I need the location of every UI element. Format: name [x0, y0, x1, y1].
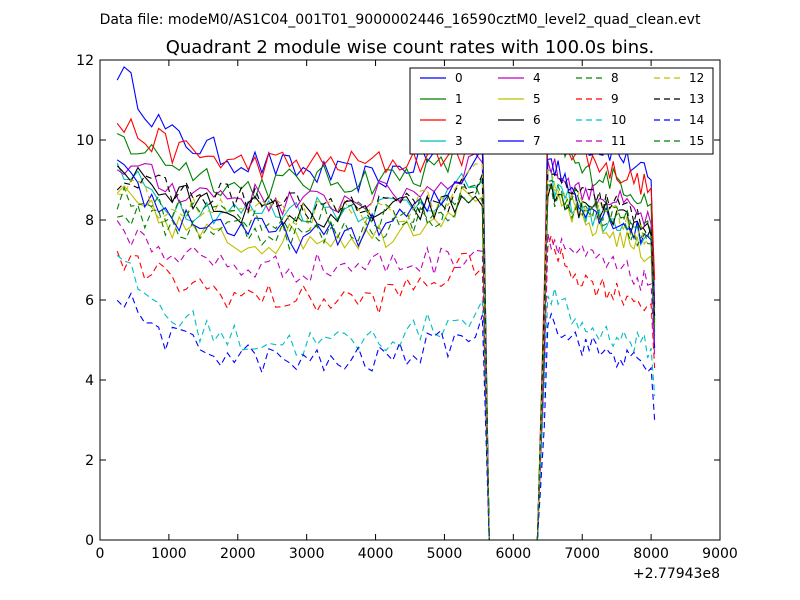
y-tick-label: 6	[85, 293, 94, 309]
x-tick-label: 2000	[220, 546, 256, 562]
x-offset-label: +2.77943e8	[633, 566, 720, 582]
series-group	[116, 66, 656, 540]
x-tick-label: 8000	[633, 546, 669, 562]
axis-ticks: 0 1000 2000 3000 4000 5000 6000 7000 8000 9000 0 2 4…	[76, 53, 738, 562]
legend-label-3: 3	[455, 134, 463, 148]
y-tick-label: 4	[85, 373, 94, 389]
legend-box	[409, 67, 714, 155]
y-tick-label: 8	[85, 213, 94, 229]
legend-label-7: 7	[533, 134, 541, 148]
x-tick-label: 3000	[289, 546, 325, 562]
x-tick-label: 0	[96, 546, 105, 562]
series-line-6	[116, 165, 656, 540]
x-tick-label: 5000	[427, 546, 463, 562]
series-line-2	[116, 117, 656, 540]
x-tick-label: 9000	[702, 546, 738, 562]
series-line-15	[116, 179, 656, 540]
legend-label-2: 2	[455, 113, 463, 127]
y-tick-label: 12	[76, 53, 94, 69]
legend-label-11: 11	[611, 134, 626, 148]
series-line-8	[117, 176, 656, 540]
y-tick-label: 0	[85, 533, 94, 549]
series-line-3	[116, 162, 656, 540]
x-tick-label: 1000	[151, 546, 187, 562]
legend-label-12: 12	[689, 71, 704, 85]
legend-label-9: 9	[611, 92, 619, 106]
legend-label-4: 4	[533, 71, 541, 85]
series-line-12	[117, 163, 656, 540]
y-tick-label: 10	[76, 133, 94, 149]
series-line-4	[116, 152, 656, 540]
series-line-9	[116, 233, 656, 540]
series-line-14	[116, 292, 656, 540]
series-line-7	[116, 145, 656, 540]
legend-label-13: 13	[689, 92, 704, 106]
series-line-10	[116, 254, 656, 540]
series-line-5	[116, 182, 656, 540]
legend-label-15: 15	[689, 134, 704, 148]
y-tick-label: 2	[85, 453, 94, 469]
x-tick-label: 6000	[496, 546, 532, 562]
figure-suptitle: Data file: modeM0/AS1C04_001T01_90000024…	[100, 12, 701, 28]
legend-label-1: 1	[455, 92, 463, 106]
legend-label-8: 8	[611, 71, 619, 85]
legend-label-10: 10	[611, 113, 626, 127]
x-tick-label: 4000	[358, 546, 394, 562]
x-tick-label: 7000	[564, 546, 600, 562]
legend-label-0: 0	[455, 71, 463, 85]
legend-label-5: 5	[533, 92, 541, 106]
series-line-13	[116, 173, 656, 540]
legend-label-14: 14	[689, 113, 704, 127]
plot-area	[116, 66, 656, 540]
chart-title: Quadrant 2 module wise count rates with …	[166, 37, 655, 58]
legend-label-6: 6	[533, 113, 541, 127]
series-line-11	[116, 220, 656, 540]
series-line-1	[116, 114, 656, 540]
